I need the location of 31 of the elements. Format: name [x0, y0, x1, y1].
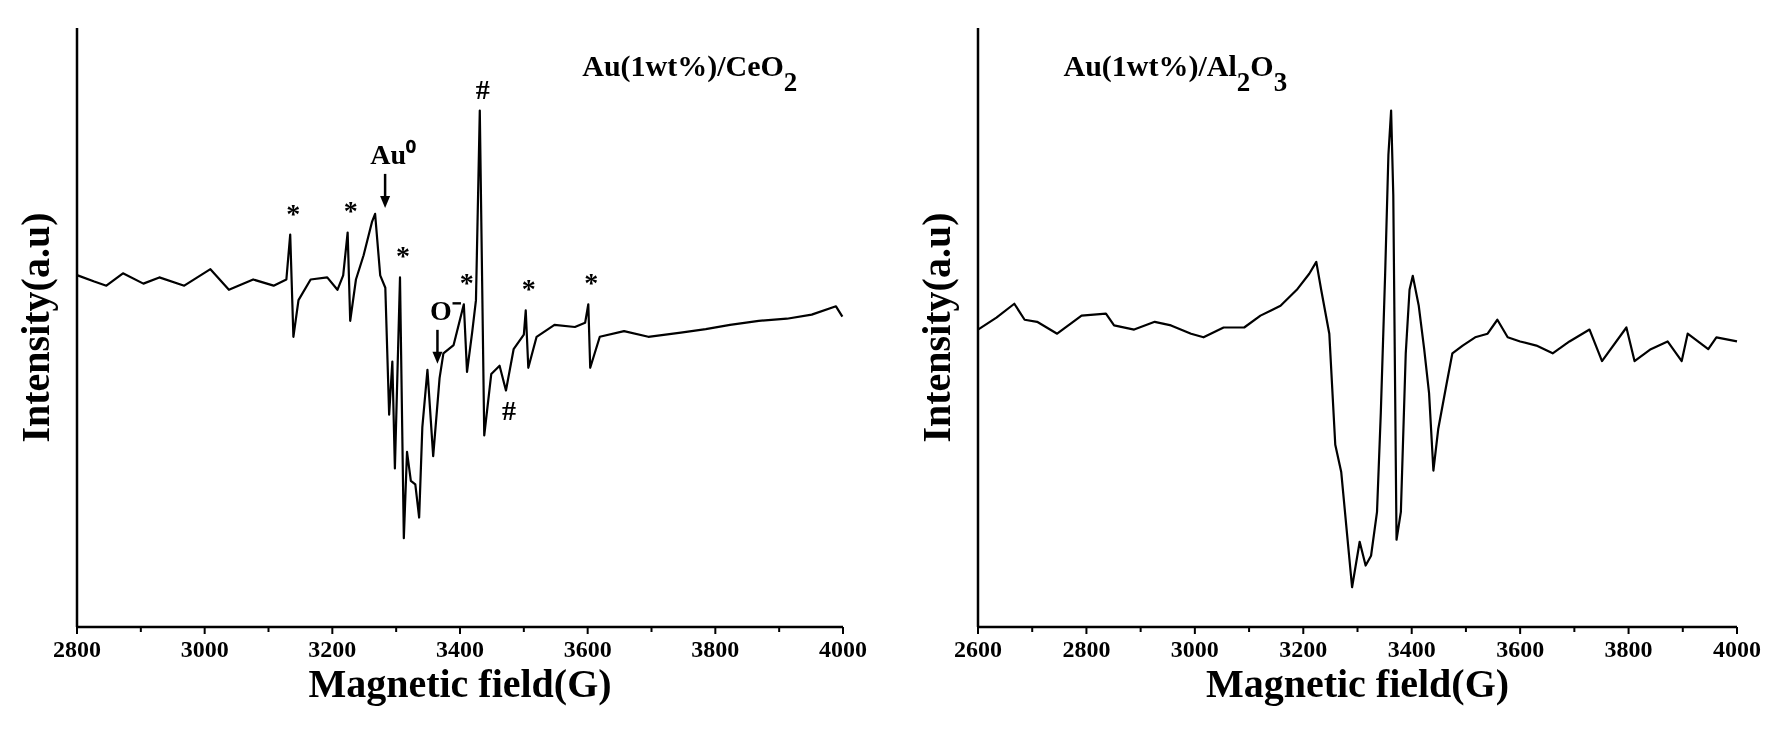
x-tick-label: 3200	[1279, 636, 1328, 662]
y-axis-title: Intensity(a.u)	[914, 212, 959, 443]
annotation: O⁻	[430, 294, 461, 326]
annotation: Au⁰	[370, 138, 416, 170]
annotation: #	[475, 73, 490, 105]
annotation: *	[286, 197, 301, 229]
x-tick-label: 3800	[1604, 636, 1653, 662]
x-tick-label: 3000	[180, 636, 229, 662]
x-tick-label: 3600	[1496, 636, 1545, 662]
x-tick-label: 3800	[691, 636, 740, 662]
x-tick-label: 4000	[819, 636, 867, 662]
y-axis-title: Intensity(a.u)	[13, 212, 58, 443]
x-tick-label: 3000	[1170, 636, 1219, 662]
annotation: *	[584, 267, 599, 299]
x-tick-label: 2800	[53, 636, 101, 662]
x-tick-label: 3200	[308, 636, 357, 662]
annotation: *	[459, 267, 474, 299]
x-tick-label: 3400	[436, 636, 484, 662]
x-axis-title: Magnetic field(G)	[308, 661, 612, 706]
x-tick-label: 4000	[1713, 636, 1761, 662]
annotation: *	[343, 195, 358, 227]
annotation: *	[396, 240, 410, 272]
x-tick-label: 2600	[954, 636, 1002, 662]
chart-title: Au(1wt%)/CeO$_{2}$	[582, 49, 798, 97]
x-tick-label: 2800	[1062, 636, 1111, 662]
x-tick-label: 3400	[1387, 636, 1436, 662]
x-tick-label: 3600	[563, 636, 612, 662]
annotation: #	[501, 395, 516, 427]
chart-title: Au(1wt%)/Al$_{2}$O$_{3}$	[1063, 49, 1288, 97]
annotation: *	[521, 273, 536, 305]
x-axis-title: Magnetic field(G)	[1205, 661, 1510, 706]
